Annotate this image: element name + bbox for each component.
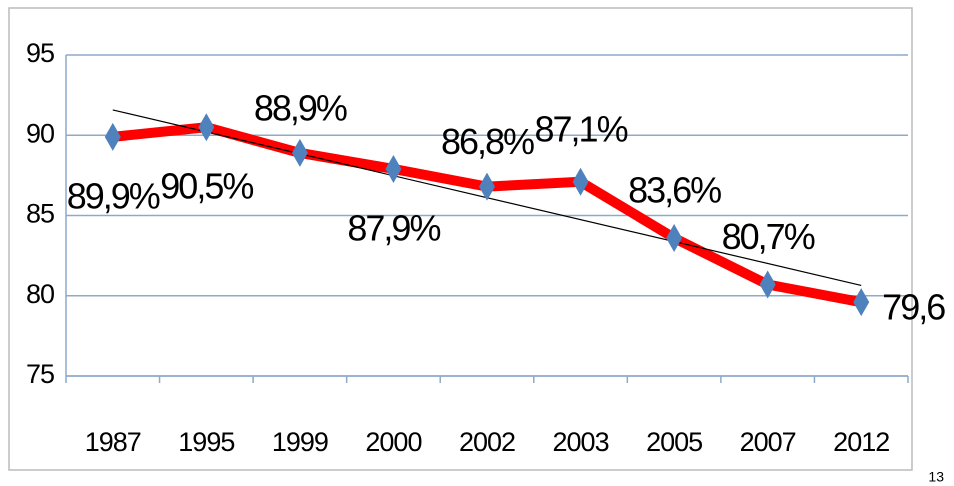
value-label: 87,1% bbox=[535, 108, 628, 149]
marker bbox=[666, 223, 683, 252]
value-label: 79,6 bbox=[882, 287, 945, 328]
marker bbox=[291, 138, 308, 167]
value-label: 87,9% bbox=[347, 207, 440, 248]
y-tick-label: 90 bbox=[26, 118, 54, 148]
y-tick-label: 95 bbox=[26, 38, 54, 68]
x-tick-label: 1995 bbox=[178, 427, 234, 457]
value-label: 90,5% bbox=[160, 166, 253, 207]
marker bbox=[759, 270, 776, 299]
x-tick-label: 2000 bbox=[365, 427, 421, 457]
value-label: 86,8% bbox=[441, 121, 534, 162]
page-number: 13 bbox=[928, 469, 944, 485]
value-label: 80,7% bbox=[722, 216, 815, 257]
value-label: 88,9% bbox=[254, 87, 347, 128]
value-label: 83,6% bbox=[628, 169, 721, 210]
marker bbox=[853, 288, 870, 317]
marker bbox=[572, 167, 589, 196]
marker bbox=[479, 172, 495, 201]
y-tick-label: 85 bbox=[26, 199, 54, 229]
x-tick-label: 1987 bbox=[85, 427, 141, 457]
x-tick-label: 1999 bbox=[272, 427, 328, 457]
chart-frame bbox=[8, 7, 913, 471]
marker bbox=[385, 154, 402, 183]
y-tick-label: 80 bbox=[26, 279, 54, 309]
x-tick-label: 2002 bbox=[459, 427, 515, 457]
marker bbox=[104, 122, 121, 151]
marker bbox=[198, 113, 215, 142]
y-tick-label: 75 bbox=[26, 359, 54, 389]
x-tick-label: 2007 bbox=[740, 427, 796, 457]
x-tick-label: 2012 bbox=[833, 427, 889, 457]
x-tick-label: 2003 bbox=[553, 427, 609, 457]
value-label: 89,9% bbox=[67, 175, 160, 216]
x-tick-label: 2005 bbox=[646, 427, 702, 457]
